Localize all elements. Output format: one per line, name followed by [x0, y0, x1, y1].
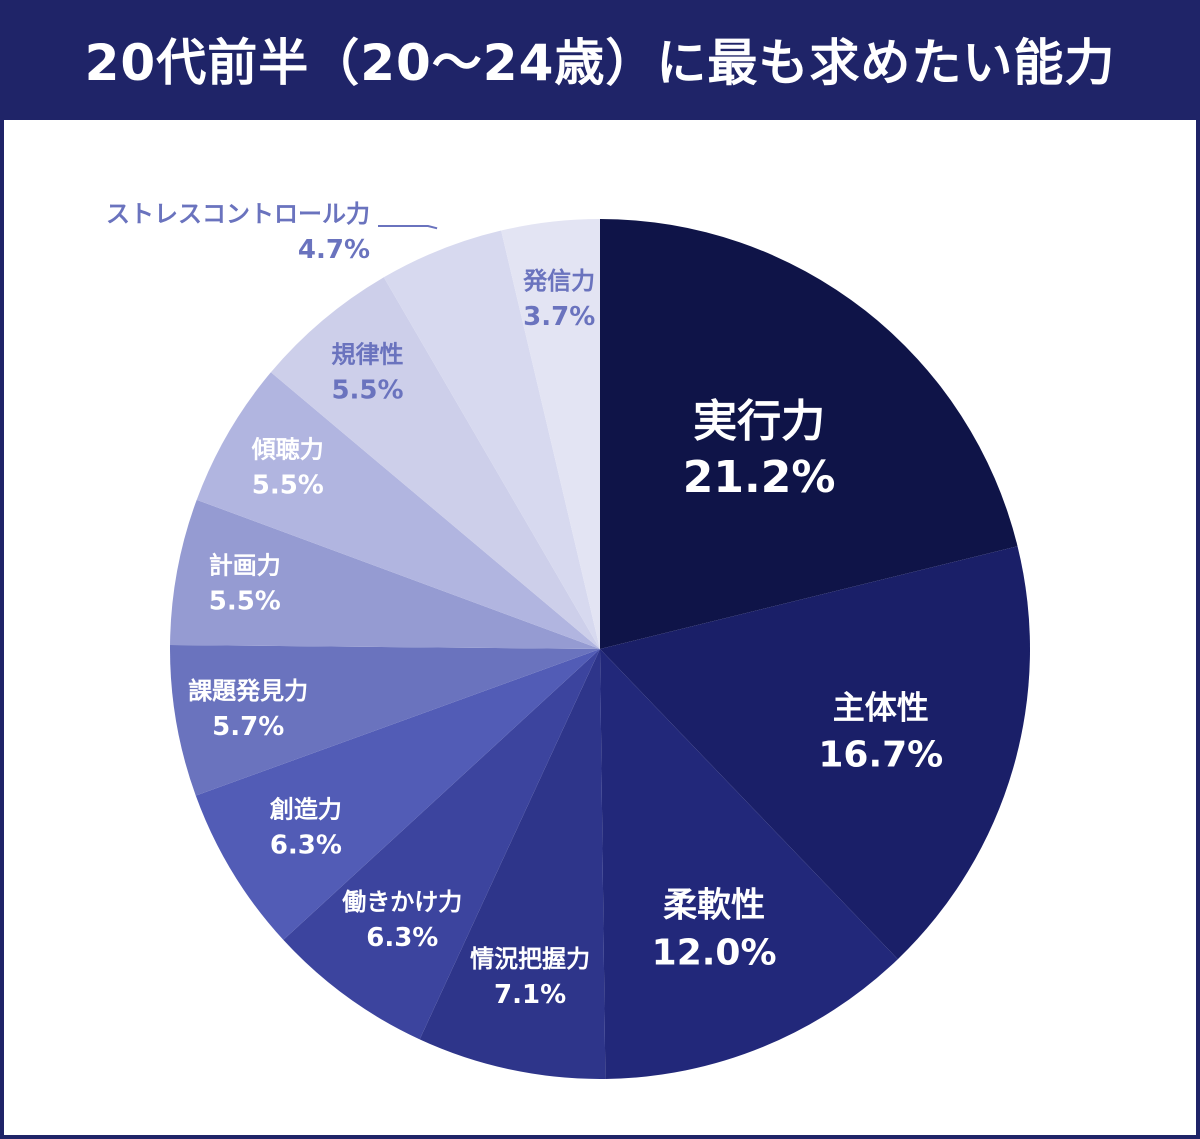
slice-value-label: 16.7%	[818, 734, 943, 775]
slice-label: 柔軟性	[663, 886, 765, 926]
slice-value-label: 4.7%	[298, 235, 370, 265]
slice-value-label: 5.7%	[212, 712, 284, 742]
pie-slice	[195, 649, 600, 940]
slice-value-label: 6.3%	[366, 923, 438, 953]
pie-slice	[383, 230, 600, 649]
slice-label: 働きかけ力	[341, 888, 462, 916]
callout-leader-line	[378, 225, 438, 230]
slice-value-label: 5.5%	[209, 587, 281, 617]
pie-slice	[501, 219, 600, 649]
slice-label: ストレスコントロール力	[106, 200, 370, 228]
slice-value-label: 5.5%	[331, 376, 403, 406]
pie-slice	[600, 219, 1018, 649]
slice-value-label: 21.2%	[683, 452, 836, 503]
slice-label: 創造力	[270, 796, 342, 824]
slice-label: 規律性	[332, 341, 404, 369]
slice-value-label: 6.3%	[270, 831, 342, 861]
pie-slice	[419, 649, 606, 1080]
pie-slice	[170, 644, 600, 796]
pie-slice	[270, 277, 600, 649]
pie-slice	[196, 372, 600, 649]
slice-value-label: 5.5%	[252, 470, 324, 500]
slice-label: 情況把握力	[470, 945, 590, 973]
slice-label: 計画力	[209, 552, 281, 580]
slice-value-label: 12.0%	[652, 933, 777, 974]
slice-label: 主体性	[833, 688, 929, 726]
pie-slice	[283, 649, 600, 1040]
pie-slice	[170, 499, 600, 649]
slice-value-label: 3.7%	[523, 302, 595, 332]
pie-slice	[600, 546, 1031, 960]
slice-label: 課題発見力	[188, 677, 308, 705]
pie-slice	[600, 649, 898, 1079]
slice-label: 傾聴力	[251, 435, 324, 463]
slice-label: 発信力	[522, 267, 595, 295]
slice-value-label: 7.1%	[494, 980, 566, 1010]
slice-label: 実行力	[693, 396, 825, 447]
chart-title: 20代前半（20〜24歳）に最も求めたい能力	[0, 0, 1200, 118]
